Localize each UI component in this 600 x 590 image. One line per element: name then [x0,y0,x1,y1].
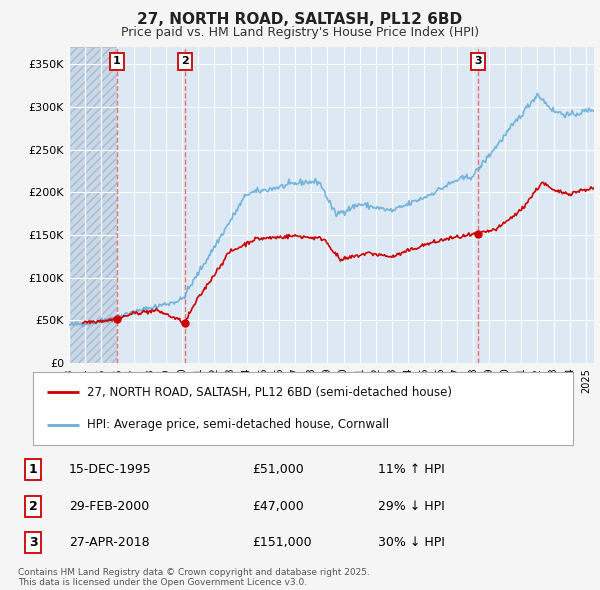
Text: 3: 3 [474,57,482,67]
Text: 2: 2 [29,500,37,513]
Text: £151,000: £151,000 [252,536,311,549]
Text: Contains HM Land Registry data © Crown copyright and database right 2025.
This d: Contains HM Land Registry data © Crown c… [18,568,370,587]
Text: £51,000: £51,000 [252,463,304,476]
Text: 3: 3 [29,536,37,549]
Text: Price paid vs. HM Land Registry's House Price Index (HPI): Price paid vs. HM Land Registry's House … [121,26,479,39]
Text: 2: 2 [181,57,188,67]
Text: 1: 1 [29,463,37,476]
Text: HPI: Average price, semi-detached house, Cornwall: HPI: Average price, semi-detached house,… [87,418,389,431]
Bar [69,47,117,363]
Text: 1: 1 [113,57,121,67]
Text: 29% ↓ HPI: 29% ↓ HPI [378,500,445,513]
Text: 11% ↑ HPI: 11% ↑ HPI [378,463,445,476]
Bar [69,47,117,363]
Text: 29-FEB-2000: 29-FEB-2000 [69,500,149,513]
Text: 27-APR-2018: 27-APR-2018 [69,536,149,549]
Text: 30% ↓ HPI: 30% ↓ HPI [378,536,445,549]
Text: 27, NORTH ROAD, SALTASH, PL12 6BD: 27, NORTH ROAD, SALTASH, PL12 6BD [137,12,463,27]
Text: £47,000: £47,000 [252,500,304,513]
Text: 15-DEC-1995: 15-DEC-1995 [69,463,152,476]
Text: 27, NORTH ROAD, SALTASH, PL12 6BD (semi-detached house): 27, NORTH ROAD, SALTASH, PL12 6BD (semi-… [87,386,452,399]
